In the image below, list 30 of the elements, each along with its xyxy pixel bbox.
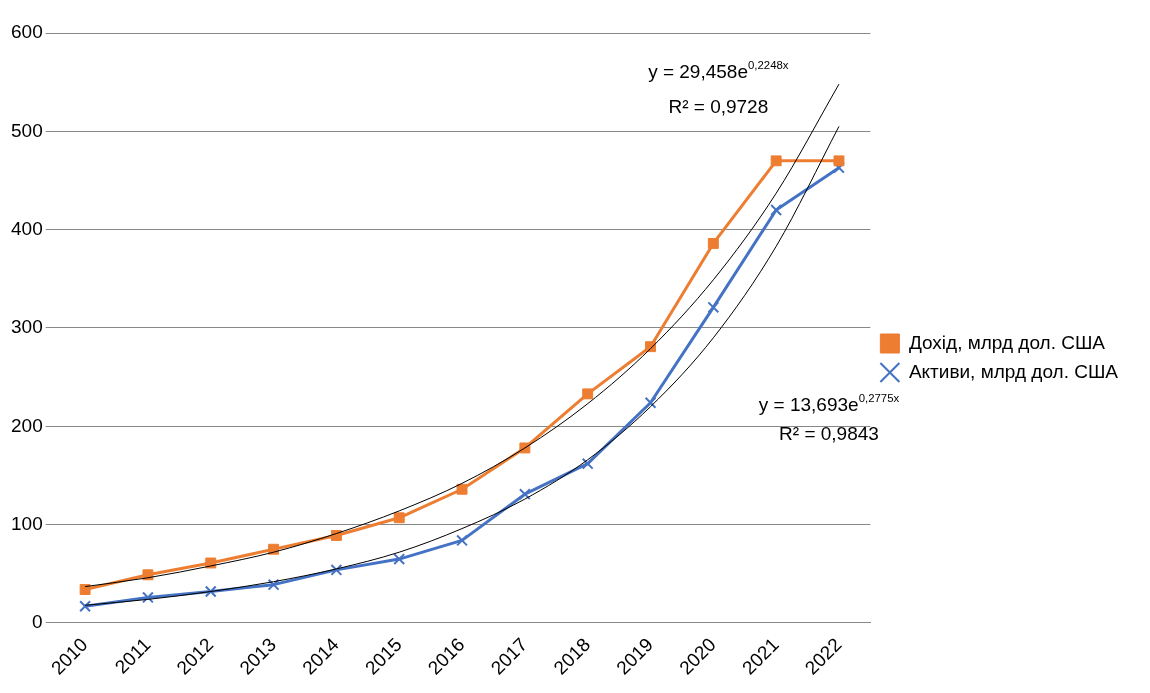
y-tick-label: 600: [11, 21, 43, 43]
y-tick-label: 400: [11, 217, 43, 239]
point: [644, 396, 657, 409]
point: [833, 155, 845, 167]
y-tick-label: 300: [11, 316, 43, 338]
y-tick-label: 0: [32, 611, 43, 633]
point: [456, 483, 468, 495]
point: [707, 237, 719, 249]
point: [79, 584, 91, 596]
point: [456, 534, 468, 547]
point: [267, 578, 280, 591]
annotation: R² = 0,9728: [668, 96, 769, 117]
point: [330, 563, 343, 576]
point: [141, 591, 154, 604]
point: [770, 204, 783, 216]
point: [393, 553, 406, 566]
y-tick-label: 500: [11, 119, 43, 141]
point: [393, 512, 405, 524]
point: [582, 388, 594, 400]
y-tick-label: 200: [11, 414, 43, 436]
point: [79, 600, 92, 613]
y-tick-label: 100: [11, 512, 43, 534]
point: [518, 488, 531, 501]
legend-label: Активи, млрд дол. США: [908, 360, 1119, 382]
point: [770, 155, 782, 167]
point: [204, 585, 217, 598]
point: [581, 457, 594, 470]
annotation: R² = 0,9843: [779, 423, 879, 445]
point: [707, 301, 720, 314]
legend-label: Дохід, млрд дол. США: [908, 331, 1106, 353]
